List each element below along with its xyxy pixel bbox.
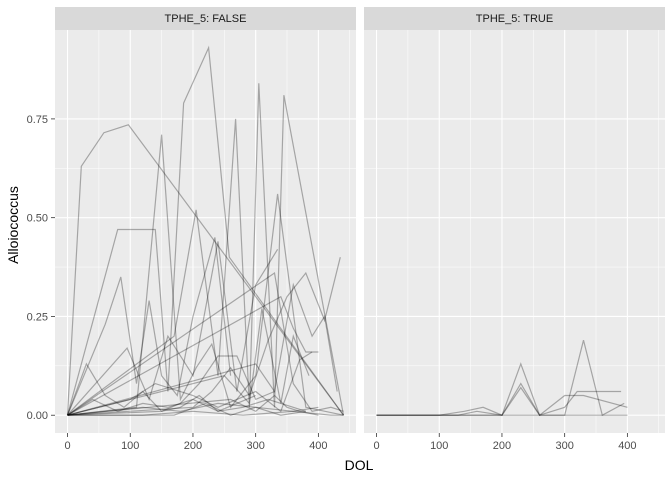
series-line-9 — [67, 394, 256, 416]
panel-2: TPHE_5: TRUE — [364, 7, 665, 433]
facet-strip — [364, 7, 665, 30]
x-tick-label: 200 — [493, 440, 511, 452]
series-line-6 — [67, 241, 279, 416]
y-tick-label: 0.00 — [27, 410, 48, 422]
panel-background — [364, 30, 665, 433]
series-line-1 — [376, 340, 625, 417]
series-line-11 — [67, 282, 338, 416]
panels-layer: TPHE_5: FALSE TPHE_5: TRUE — [55, 7, 665, 433]
y-tick-label: 0.50 — [27, 213, 48, 225]
x-tick-label: 400 — [618, 440, 636, 452]
x-tick-label: 400 — [309, 440, 327, 452]
x-axis-title: DOL — [345, 457, 374, 473]
series-line-2 — [66, 45, 344, 416]
x-tick-label: 0 — [64, 440, 70, 452]
y-tick-label: 0.25 — [27, 311, 48, 323]
y-tick-label: 0.75 — [27, 114, 48, 126]
facet-strip — [55, 7, 356, 30]
series-line-1 — [66, 124, 344, 416]
series-line-14 — [67, 402, 319, 416]
series-line-16 — [67, 394, 319, 416]
series-line-19 — [67, 410, 344, 416]
series-line-4 — [67, 134, 344, 416]
x-axis: 0 100 200 300 400 0 100 200 300 400 — [64, 433, 637, 452]
x-tick-label: 0 — [373, 440, 379, 452]
x-tick-label: 300 — [246, 440, 264, 452]
series-line-5 — [66, 237, 232, 416]
series-line-7 — [66, 355, 275, 416]
x-tick-label: 300 — [555, 440, 573, 452]
y-axis: 0.00 0.25 0.50 0.75 — [27, 114, 55, 422]
series-line-2 — [376, 386, 628, 417]
series-line-3 — [67, 83, 345, 416]
series-line-12 — [67, 271, 344, 416]
facet-strip-label: TPHE_5: FALSE — [165, 13, 247, 25]
panel-1: TPHE_5: FALSE — [55, 7, 356, 433]
series-line-13 — [67, 398, 306, 416]
y-axis-title: Alloiococcus — [5, 186, 21, 264]
series-line-17 — [67, 295, 319, 416]
series-line-18 — [67, 402, 306, 416]
series-line-3 — [376, 382, 622, 416]
series-line-8 — [67, 351, 313, 416]
x-tick-label: 200 — [184, 440, 202, 452]
x-tick-label: 100 — [121, 440, 139, 452]
series-line-10 — [67, 257, 341, 416]
facet-strip-label: TPHE_5: TRUE — [476, 13, 553, 25]
panel-background — [55, 30, 356, 433]
series-line-15 — [67, 308, 310, 416]
x-tick-label: 100 — [430, 440, 448, 452]
